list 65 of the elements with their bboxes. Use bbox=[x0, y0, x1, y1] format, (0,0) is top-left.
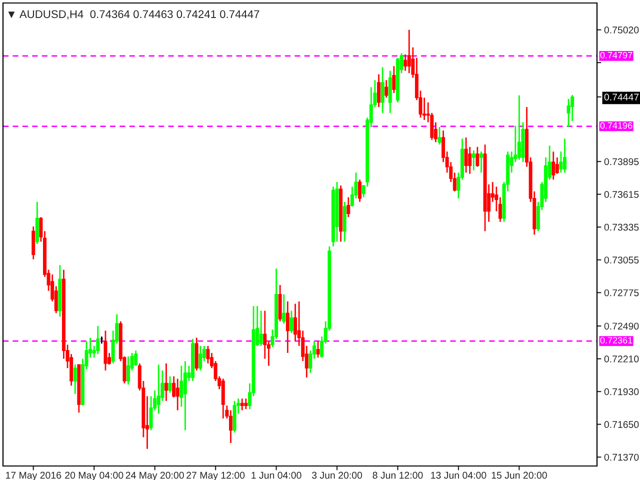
candlestick bbox=[566, 98, 570, 128]
candlestick bbox=[286, 300, 290, 354]
candlestick bbox=[244, 398, 248, 410]
candlestick bbox=[392, 65, 396, 94]
y-tick-label: 0.72210 bbox=[604, 356, 639, 362]
candlestick bbox=[380, 66, 384, 114]
candlestick bbox=[438, 126, 442, 146]
candlestick bbox=[552, 150, 556, 180]
ref-line-label: 0.74196 bbox=[600, 122, 632, 129]
candlestick bbox=[206, 345, 210, 364]
y-tick-label: 0.73895 bbox=[604, 158, 639, 166]
candlestick bbox=[377, 74, 381, 108]
candlestick bbox=[294, 303, 298, 342]
y-tick-label: 0.71930 bbox=[604, 388, 639, 396]
candlestick bbox=[176, 378, 180, 411]
y-tick-label: 0.75020 bbox=[604, 26, 639, 34]
candlestick bbox=[559, 150, 563, 174]
candlestick bbox=[468, 146, 472, 174]
candlestick bbox=[346, 196, 350, 218]
candlestick bbox=[316, 340, 320, 358]
ref-line-label: 0.74797 bbox=[600, 52, 632, 58]
x-tick-label: 13 Jun 04:00 bbox=[431, 472, 486, 479]
x-tick-label: 15 Jun 20:00 bbox=[492, 472, 547, 479]
text: ▼ AUDUSD,H4 0.74364 0.74463 0.74241 0.74447 bbox=[8, 10, 260, 20]
candlestick bbox=[290, 310, 294, 334]
candlestick bbox=[198, 345, 202, 372]
y-tick-label: 0.71650 bbox=[604, 421, 639, 428]
candlestick bbox=[555, 156, 559, 174]
x-tick-label: 3 Jun 20:00 bbox=[312, 472, 362, 479]
y-tick-label: 0.72490 bbox=[604, 322, 639, 330]
candlestick bbox=[221, 378, 225, 420]
x-tick-label: 1 Jun 04:00 bbox=[252, 472, 302, 479]
candlestick bbox=[479, 150, 483, 174]
candlestick bbox=[240, 398, 244, 411]
candlestick bbox=[407, 29, 411, 74]
candlestick bbox=[562, 138, 566, 174]
y-tick-label: 0.73055 bbox=[604, 256, 639, 264]
candlestick bbox=[259, 310, 263, 347]
candlestick bbox=[282, 294, 286, 324]
candlestick bbox=[384, 79, 388, 98]
candlestick bbox=[358, 178, 362, 203]
y-tick-label: 0.73615 bbox=[604, 191, 639, 198]
candlestick bbox=[476, 146, 480, 168]
candlestick bbox=[134, 350, 138, 366]
y-tick-label: 0.74447 bbox=[604, 94, 639, 101]
candlestick bbox=[126, 356, 130, 386]
candlestick bbox=[183, 360, 187, 431]
candlestick bbox=[517, 94, 521, 160]
candlestick bbox=[164, 362, 168, 402]
candlestick bbox=[104, 330, 108, 372]
y-tick-label: 0.72775 bbox=[604, 289, 639, 296]
y-tick-label: 0.71370 bbox=[604, 454, 639, 461]
candlestick bbox=[156, 364, 160, 414]
candlestick bbox=[464, 136, 468, 174]
candlestick bbox=[404, 54, 408, 72]
ref-line-label: 0.72361 bbox=[600, 337, 632, 344]
candlestick bbox=[96, 325, 100, 355]
candlestick bbox=[168, 376, 172, 394]
candlestick bbox=[228, 410, 232, 444]
y-tick-label: 0.73335 bbox=[604, 224, 639, 231]
candlestick bbox=[472, 150, 476, 171]
candlestick bbox=[35, 201, 39, 245]
candlestick bbox=[32, 226, 36, 260]
candlestick bbox=[73, 364, 77, 395]
x-tick-label: 8 Jun 12:00 bbox=[372, 472, 423, 479]
